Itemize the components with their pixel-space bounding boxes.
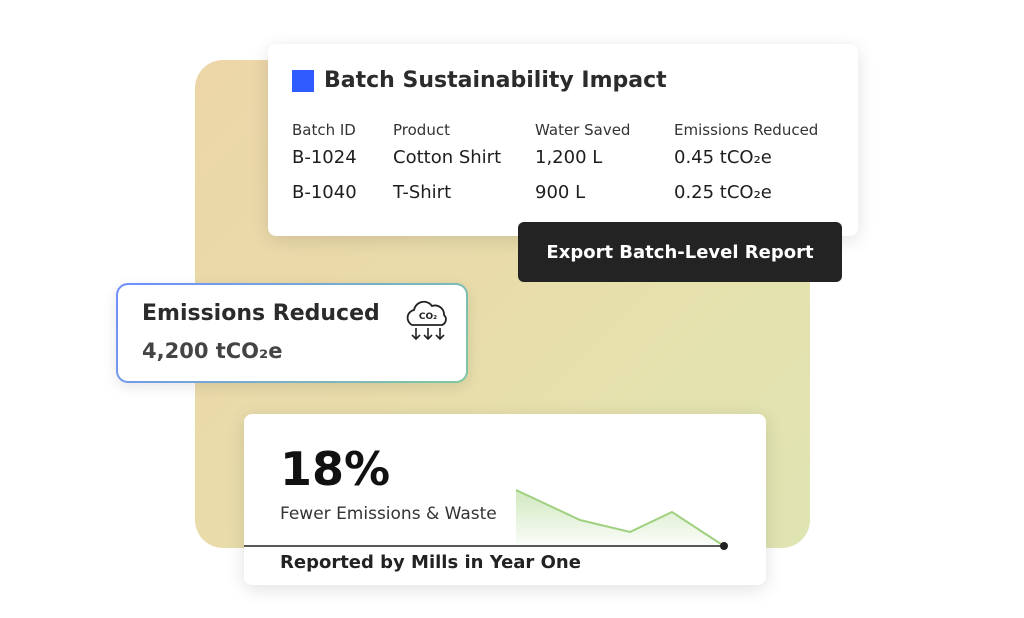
cell: 0.45 tCO₂e — [674, 147, 772, 168]
column-header: Product — [393, 121, 450, 139]
cell: 1,200 L — [535, 147, 603, 168]
co2-icon: CO₂ — [406, 300, 447, 341]
icon-label: CO₂ — [419, 312, 437, 322]
export-button[interactable]: Export Batch-Level Report — [518, 222, 842, 282]
card-title: Batch Sustainability Impact — [324, 68, 667, 93]
stat-card: 18% Fewer Emissions & Waste Reported by … — [244, 414, 766, 585]
stat-value: 18% — [280, 442, 391, 496]
title-icon — [292, 69, 314, 92]
cell: 900 L — [535, 182, 586, 203]
table-row: B-1024 Cotton Shirt 1,200 L 0.45 tCO₂e — [292, 140, 844, 175]
header-row: Batch ID Product Water Saved Emissions R… — [292, 120, 844, 140]
emissions-value: 4,200 tCO₂e — [142, 339, 283, 363]
column-header: Emissions Reduced — [674, 121, 819, 139]
emissions-card: Emissions Reduced 4,200 tCO₂e CO₂ — [116, 283, 468, 383]
cloud — [406, 300, 447, 326]
batch-table: Batch ID Product Water Saved Emissions R… — [292, 120, 844, 210]
table-card: Batch Sustainability Impact Batch ID Pro… — [268, 44, 858, 236]
card-header: Batch Sustainability Impact — [292, 68, 667, 93]
column-header: Batch ID — [292, 121, 356, 139]
arrows — [411, 328, 445, 341]
table-row: B-1040 T-Shirt 900 L 0.25 tCO₂e — [292, 175, 844, 210]
sparkline-line — [515, 489, 725, 547]
stat-footer: Reported by Mills in Year One — [280, 552, 581, 573]
cell: 0.25 tCO₂e — [674, 182, 772, 203]
sparkline-area — [516, 490, 724, 546]
emissions-title: Emissions Reduced — [142, 301, 380, 326]
cell: Cotton Shirt — [393, 147, 502, 168]
column-header: Water Saved — [535, 121, 631, 139]
cell: T-Shirt — [393, 182, 452, 203]
endpoint — [720, 542, 728, 550]
cell: B-1024 — [292, 147, 357, 168]
cell: B-1040 — [292, 182, 357, 203]
sparkline — [244, 489, 728, 550]
stat-subtitle: Fewer Emissions & Waste — [280, 504, 497, 524]
